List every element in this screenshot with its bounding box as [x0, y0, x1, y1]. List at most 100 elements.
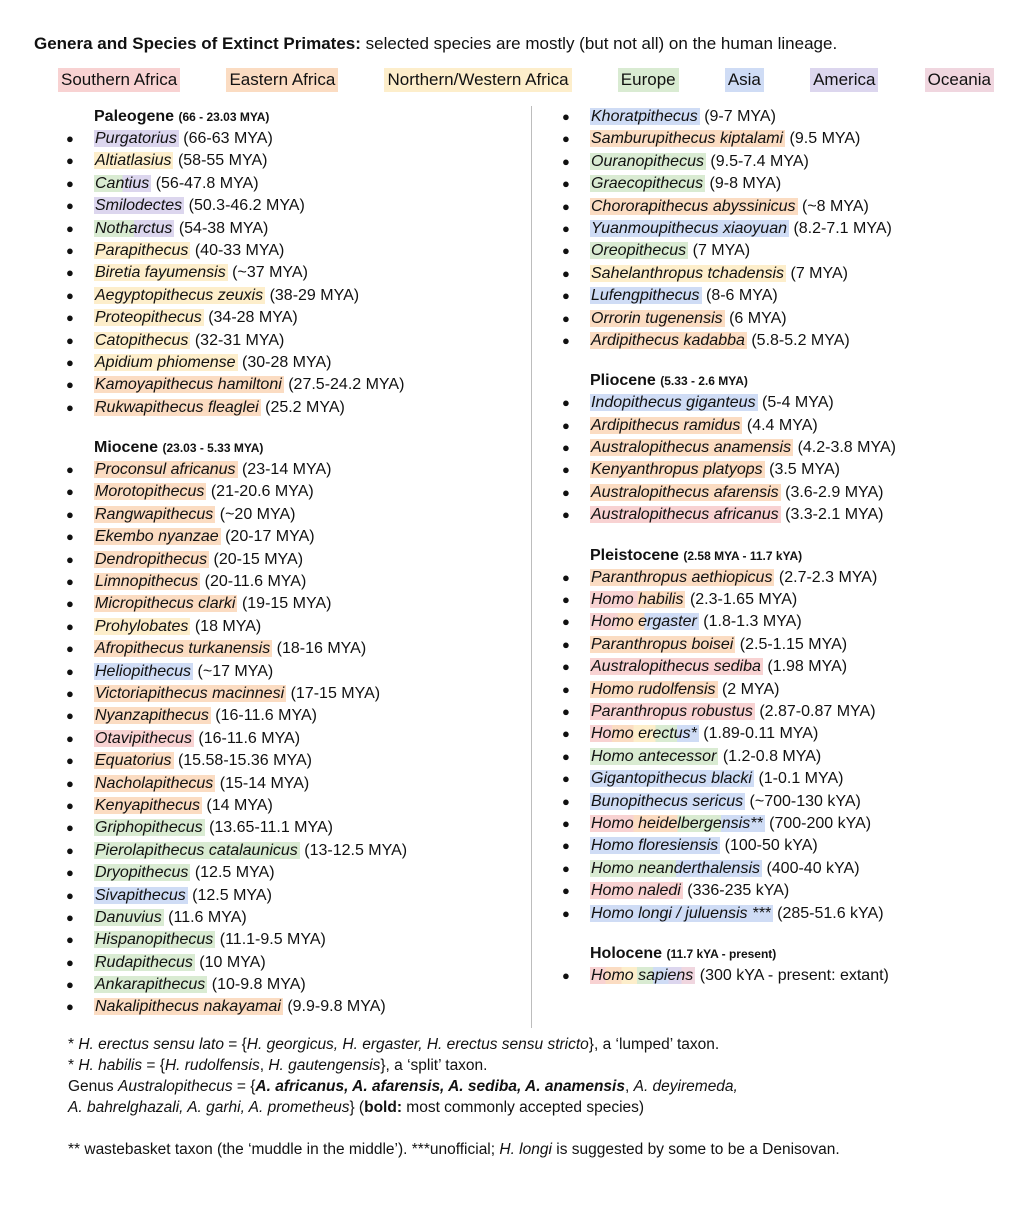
- era-range: (66 - 23.03 MYA): [178, 110, 270, 124]
- species-list: Indopithecus giganteus (5-4 MYA)Ardipith…: [562, 392, 896, 527]
- list-item: Proteopithecus (34-28 MYA): [66, 307, 407, 330]
- species-date: (1-0.1 MYA): [758, 770, 844, 788]
- list-item: Indopithecus giganteus (5-4 MYA): [562, 392, 896, 415]
- note-australopithecus: Genus Australopithecus = {A. africanus, …: [68, 1078, 738, 1095]
- note-australopithecus-cont: A. bahrelghazali, A. garhi, A. prometheu…: [68, 1099, 645, 1116]
- species-date: (20-15 MYA): [213, 550, 304, 568]
- species-list: Khoratpithecus (9-7 MYA) Samburupithecus …: [562, 106, 896, 353]
- species-name: Altiatlasius: [94, 152, 174, 170]
- species-name: Australopithecus anamensis: [590, 439, 794, 457]
- species-date: (17-15 MYA): [290, 684, 381, 702]
- species-date: (34-28 MYA): [208, 309, 298, 327]
- legend-southern-africa: Southern Africa: [58, 68, 181, 92]
- list-item: Australopithecus sediba (1.98 MYA): [562, 656, 896, 679]
- species-date: (19-15 MYA): [241, 595, 332, 613]
- species-name: Oreopithecus: [590, 242, 689, 260]
- species-name: Biretia fayumensis: [94, 264, 228, 282]
- list-item: Yuanmoupithecus xiaoyuan (8.2-7.1 MYA): [562, 218, 896, 241]
- era-range: (23.03 - 5.33 MYA): [162, 441, 264, 456]
- species-name: Hispanopithecus: [94, 931, 216, 949]
- legend-eastern-africa: Eastern Africa: [226, 68, 339, 92]
- species-name: Homo neanderthalensis: [590, 859, 762, 877]
- species-name: Smilodectes: [94, 197, 185, 215]
- species-list: Proconsul africanus (23-14 MYA)Morotopit…: [66, 459, 407, 1019]
- species-name: Khoratpithecus: [590, 108, 700, 125]
- list-item: Homo ergaster (1.8-1.3 MYA): [562, 611, 896, 634]
- species-date: (2.7-2.3 MYA): [778, 568, 878, 586]
- era-name: Paleogene: [94, 108, 175, 125]
- species-name: Pierolapithecus catalaunicus: [94, 841, 300, 859]
- legend-america: America: [810, 68, 879, 92]
- species-date: (27.5-24.2 MYA): [288, 376, 405, 394]
- species-date: (7 MYA): [692, 242, 751, 260]
- species-name: Homo sapiens: [590, 966, 696, 984]
- list-item: Rangwapithecus (~20 MYA): [66, 504, 407, 527]
- list-item: Homo neanderthalensis (400-40 kYA): [562, 858, 896, 881]
- species-name: Bunopithecus sericus: [590, 792, 746, 810]
- species-date: (25.2 MYA): [265, 398, 345, 416]
- species-name: Homo rudolfensis: [590, 680, 718, 698]
- species-date: (15-14 MYA): [219, 774, 310, 792]
- species-date: (9.5-7.4 MYA): [710, 152, 809, 170]
- list-item: Apidium phiomense (30-28 MYA): [66, 352, 407, 375]
- list-item: Prohylobates (18 MYA): [66, 616, 407, 639]
- list-item: Limnopithecus (20-11.6 MYA): [66, 571, 407, 594]
- list-item: Nakalipithecus nakayamai (9.9-9.8 MYA): [66, 996, 407, 1019]
- species-date: (3.6-2.9 MYA): [785, 483, 884, 501]
- species-list: Homo sapiens (300 kYA - present: extant): [562, 965, 896, 988]
- species-date: (6 MYA): [729, 309, 787, 327]
- species-date: (7 MYA): [790, 264, 848, 282]
- species-name: Kamoyapithecus hamiltoni: [94, 376, 284, 394]
- species-name: Afropithecus turkanensis: [94, 640, 273, 658]
- species-name: Indopithecus giganteus: [590, 394, 758, 412]
- species-date: (20-11.6 MYA): [204, 573, 307, 591]
- species-name: Paranthropus aethiopicus: [590, 568, 775, 586]
- era-heading-paleogene: Paleogene (66 - 23.03 MYA): [66, 106, 407, 128]
- list-item: Dendropithecus (20-15 MYA): [66, 549, 407, 572]
- list-item: Griphopithecus (13.65-11.1 MYA): [66, 817, 407, 840]
- species-date: (9-7 MYA): [704, 108, 776, 125]
- era-range: (5.33 - 2.6 MYA): [660, 374, 748, 389]
- list-item: Cantius (56-47.8 MYA): [66, 173, 407, 196]
- species-name: Equatorius: [94, 752, 174, 770]
- list-item: Dryopithecus (12.5 MYA): [66, 862, 407, 885]
- list-item: Homo longi / juluensis *** (285-51.6 kYA…: [562, 903, 896, 926]
- species-name: Otavipithecus: [94, 729, 194, 747]
- species-date: (~20 MYA): [219, 505, 296, 523]
- title-bold: Genera and Species of Extinct Primates:: [34, 34, 361, 53]
- list-item: Nyanzapithecus (16-11.6 MYA): [66, 705, 407, 728]
- species-name: Ekembo nyanzae: [94, 528, 221, 546]
- species-date: (2.87-0.87 MYA): [759, 702, 876, 720]
- left-column: Paleogene (66 - 23.03 MYA)Purgatorius (6…: [66, 106, 407, 1019]
- column-divider: [531, 106, 532, 1028]
- species-date: (38-29 MYA): [269, 286, 360, 304]
- species-name: Nacholapithecus: [94, 774, 216, 792]
- species-date: (2.3-1.65 MYA): [689, 591, 798, 609]
- list-item: Notharctus (54-38 MYA): [66, 218, 407, 241]
- era-name: Pliocene: [590, 372, 656, 390]
- species-name: Victoriapithecus macinnesi: [94, 684, 287, 702]
- species-date: (4.2-3.8 MYA): [797, 439, 896, 457]
- list-item: Heliopithecus (~17 MYA): [66, 661, 407, 684]
- species-date: (20-17 MYA): [225, 528, 315, 546]
- list-item: Graecopithecus (9-8 MYA): [562, 173, 896, 196]
- list-item: Ardipithecus kadabba (5.8-5.2 MYA): [562, 330, 896, 353]
- list-item: Oreopithecus (7 MYA): [562, 240, 896, 263]
- list-item: Ekembo nyanzae (20-17 MYA): [66, 526, 407, 549]
- species-name: Rangwapithecus: [94, 505, 216, 523]
- list-item: Australopithecus afarensis (3.6-2.9 MYA): [562, 482, 896, 505]
- species-date: (16-11.6 MYA): [215, 707, 317, 725]
- species-name: Paranthropus robustus: [590, 702, 755, 720]
- species-date: (18-16 MYA): [276, 640, 367, 658]
- species-name: Australopithecus africanus: [590, 506, 781, 524]
- species-name: Homo habilis: [590, 591, 686, 609]
- footnotes: * H. erectus sensu lato = {H. georgicus,…: [68, 1034, 840, 1160]
- list-item: Lufengpithecus (8-6 MYA): [562, 285, 896, 308]
- species-name: Orrorin tugenensis: [590, 309, 725, 327]
- list-item: Homo sapiens (300 kYA - present: extant): [562, 965, 896, 988]
- list-item: Australopithecus anamensis (4.2-3.8 MYA): [562, 437, 896, 460]
- list-item: Samburupithecus kiptalami (9.5 MYA): [562, 128, 896, 151]
- list-item: Paranthropus aethiopicus (2.7-2.3 MYA): [562, 567, 896, 590]
- species-date: (18 MYA): [194, 617, 262, 635]
- species-name: Prohylobates: [94, 617, 191, 635]
